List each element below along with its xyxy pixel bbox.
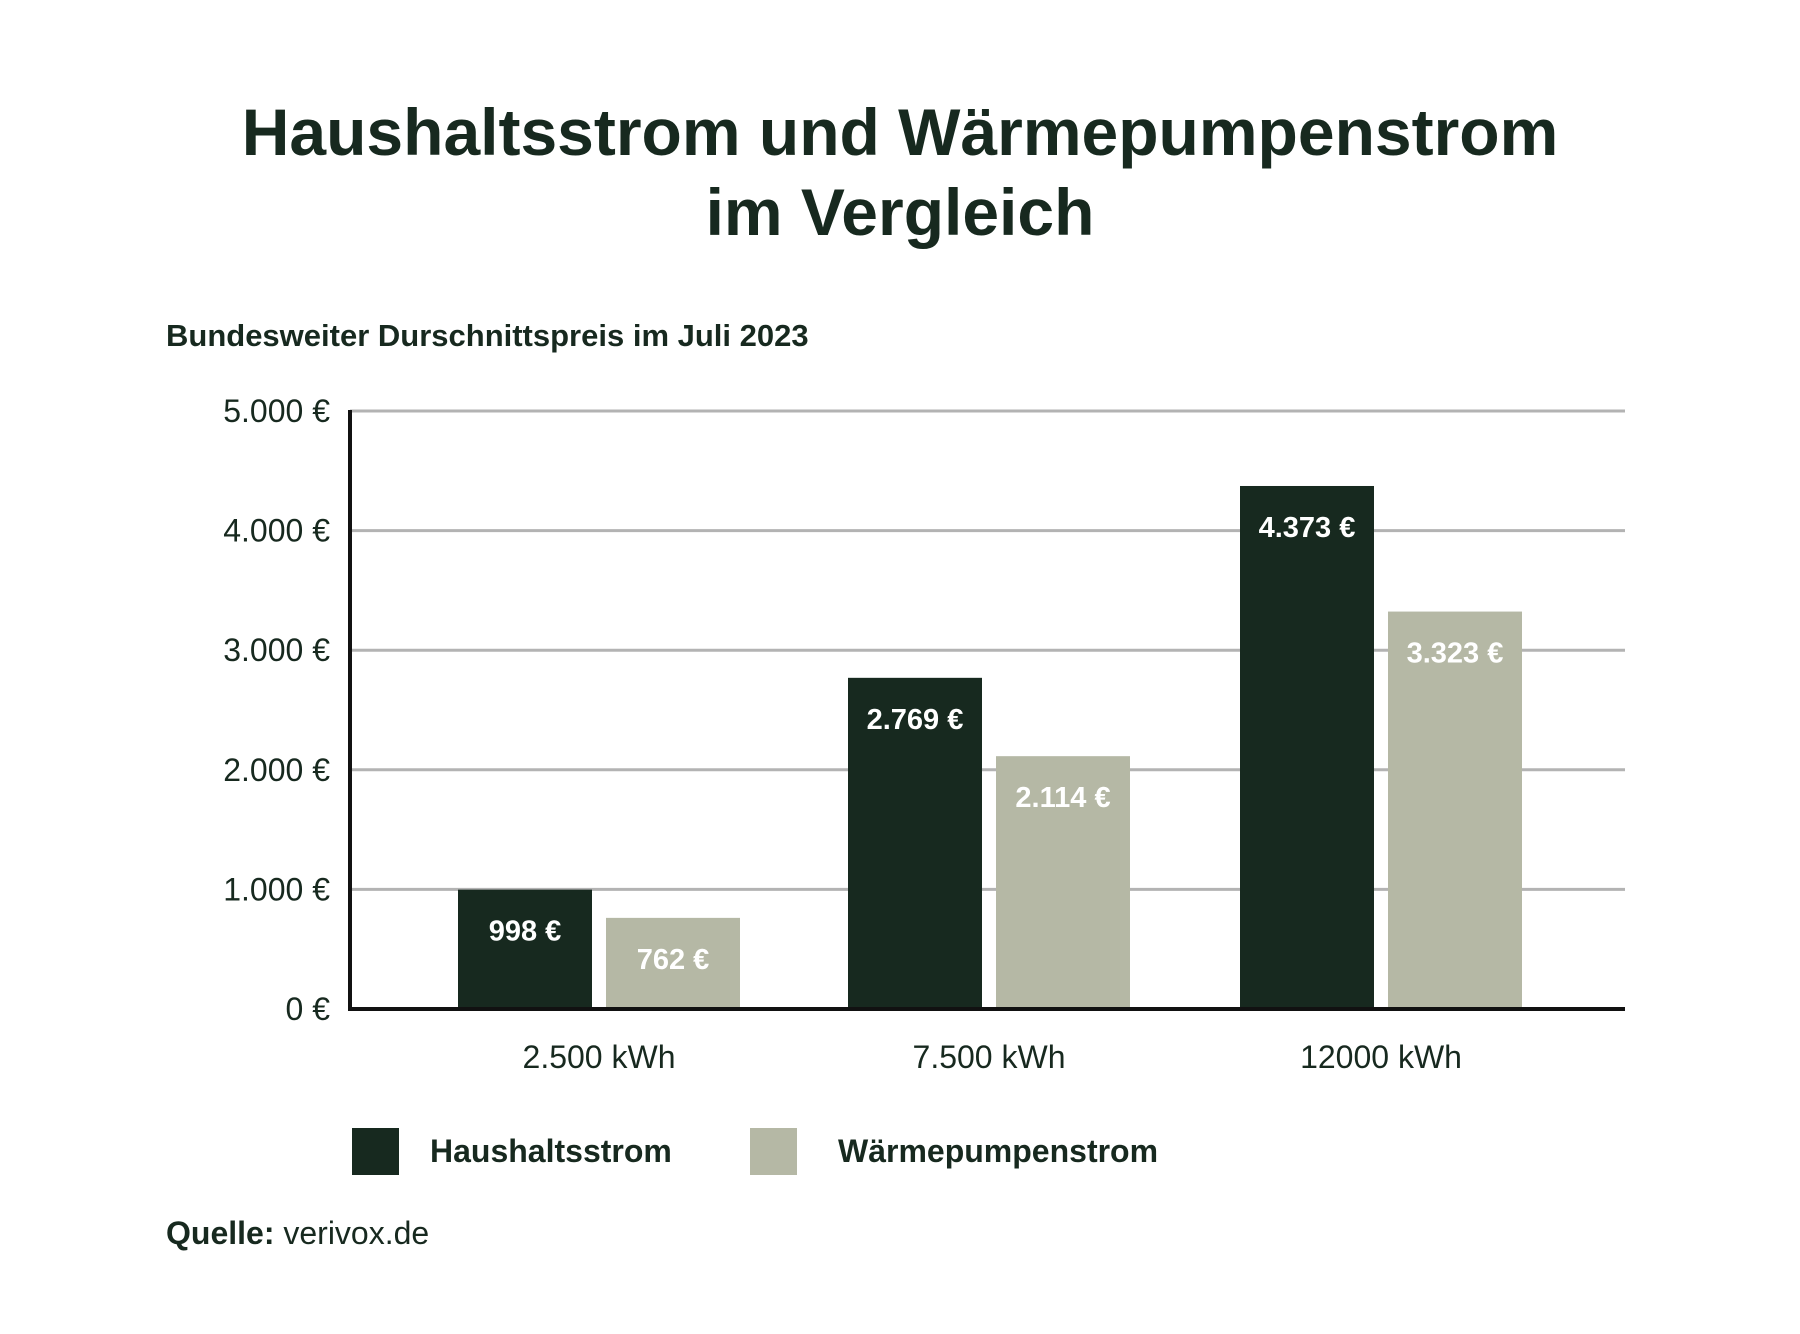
title-line-2: im Vergleich [705,175,1095,249]
y-tick-label: 3.000 € [223,632,330,668]
source-label: Quelle: [166,1215,275,1251]
legend-label-waermepumpenstrom: Wärmepumpenstrom [838,1133,1159,1169]
source-value: verivox.de [283,1215,430,1251]
bar-haushaltsstrom [848,677,982,1009]
data-label: 762 € [637,944,710,976]
data-label: 2.769 € [867,704,964,736]
legend-swatch-haushaltsstrom [352,1128,399,1175]
x-tick-label: 12000 kWh [1300,1039,1462,1075]
chart-subtitle: Bundesweiter Durschnittspreis im Juli 20… [166,318,809,353]
y-tick-label: 2.000 € [223,752,330,788]
data-label: 2.114 € [1015,782,1110,814]
bar-waermepumpenstrom [1388,611,1522,1009]
title-line-1: Haushaltsstrom und Wärmepumpenstrom [241,95,1559,169]
bar-haushaltsstrom [1240,485,1374,1009]
chart-title: Haushaltsstrom und Wärmepumpenstrom im V… [0,92,1800,252]
source-note: Quelle: verivox.de [166,1215,429,1252]
legend-label-haushaltsstrom: Haushaltsstrom [430,1133,672,1169]
data-label: 998 € [489,916,562,948]
x-tick-label: 2.500 kWh [523,1039,676,1075]
x-tick-label: 7.500 kWh [913,1039,1066,1075]
bar-waermepumpenstrom [606,917,740,1009]
legend-item-haushaltsstrom: Haushaltsstrom [352,1128,672,1175]
legend-swatch-waermepumpenstrom [750,1128,797,1175]
legend-item-waermepumpenstrom: Wärmepumpenstrom [750,1128,1158,1175]
data-label: 4.373 € [1259,512,1356,544]
bar-haushaltsstrom [458,889,592,1009]
data-label: 3.323 € [1407,638,1504,670]
y-tick-label: 4.000 € [223,513,330,549]
y-tick-label: 1.000 € [223,871,330,907]
y-tick-label: 5.000 € [223,393,330,429]
bar-waermepumpenstrom [996,756,1130,1009]
y-tick-label: 0 € [286,991,331,1027]
